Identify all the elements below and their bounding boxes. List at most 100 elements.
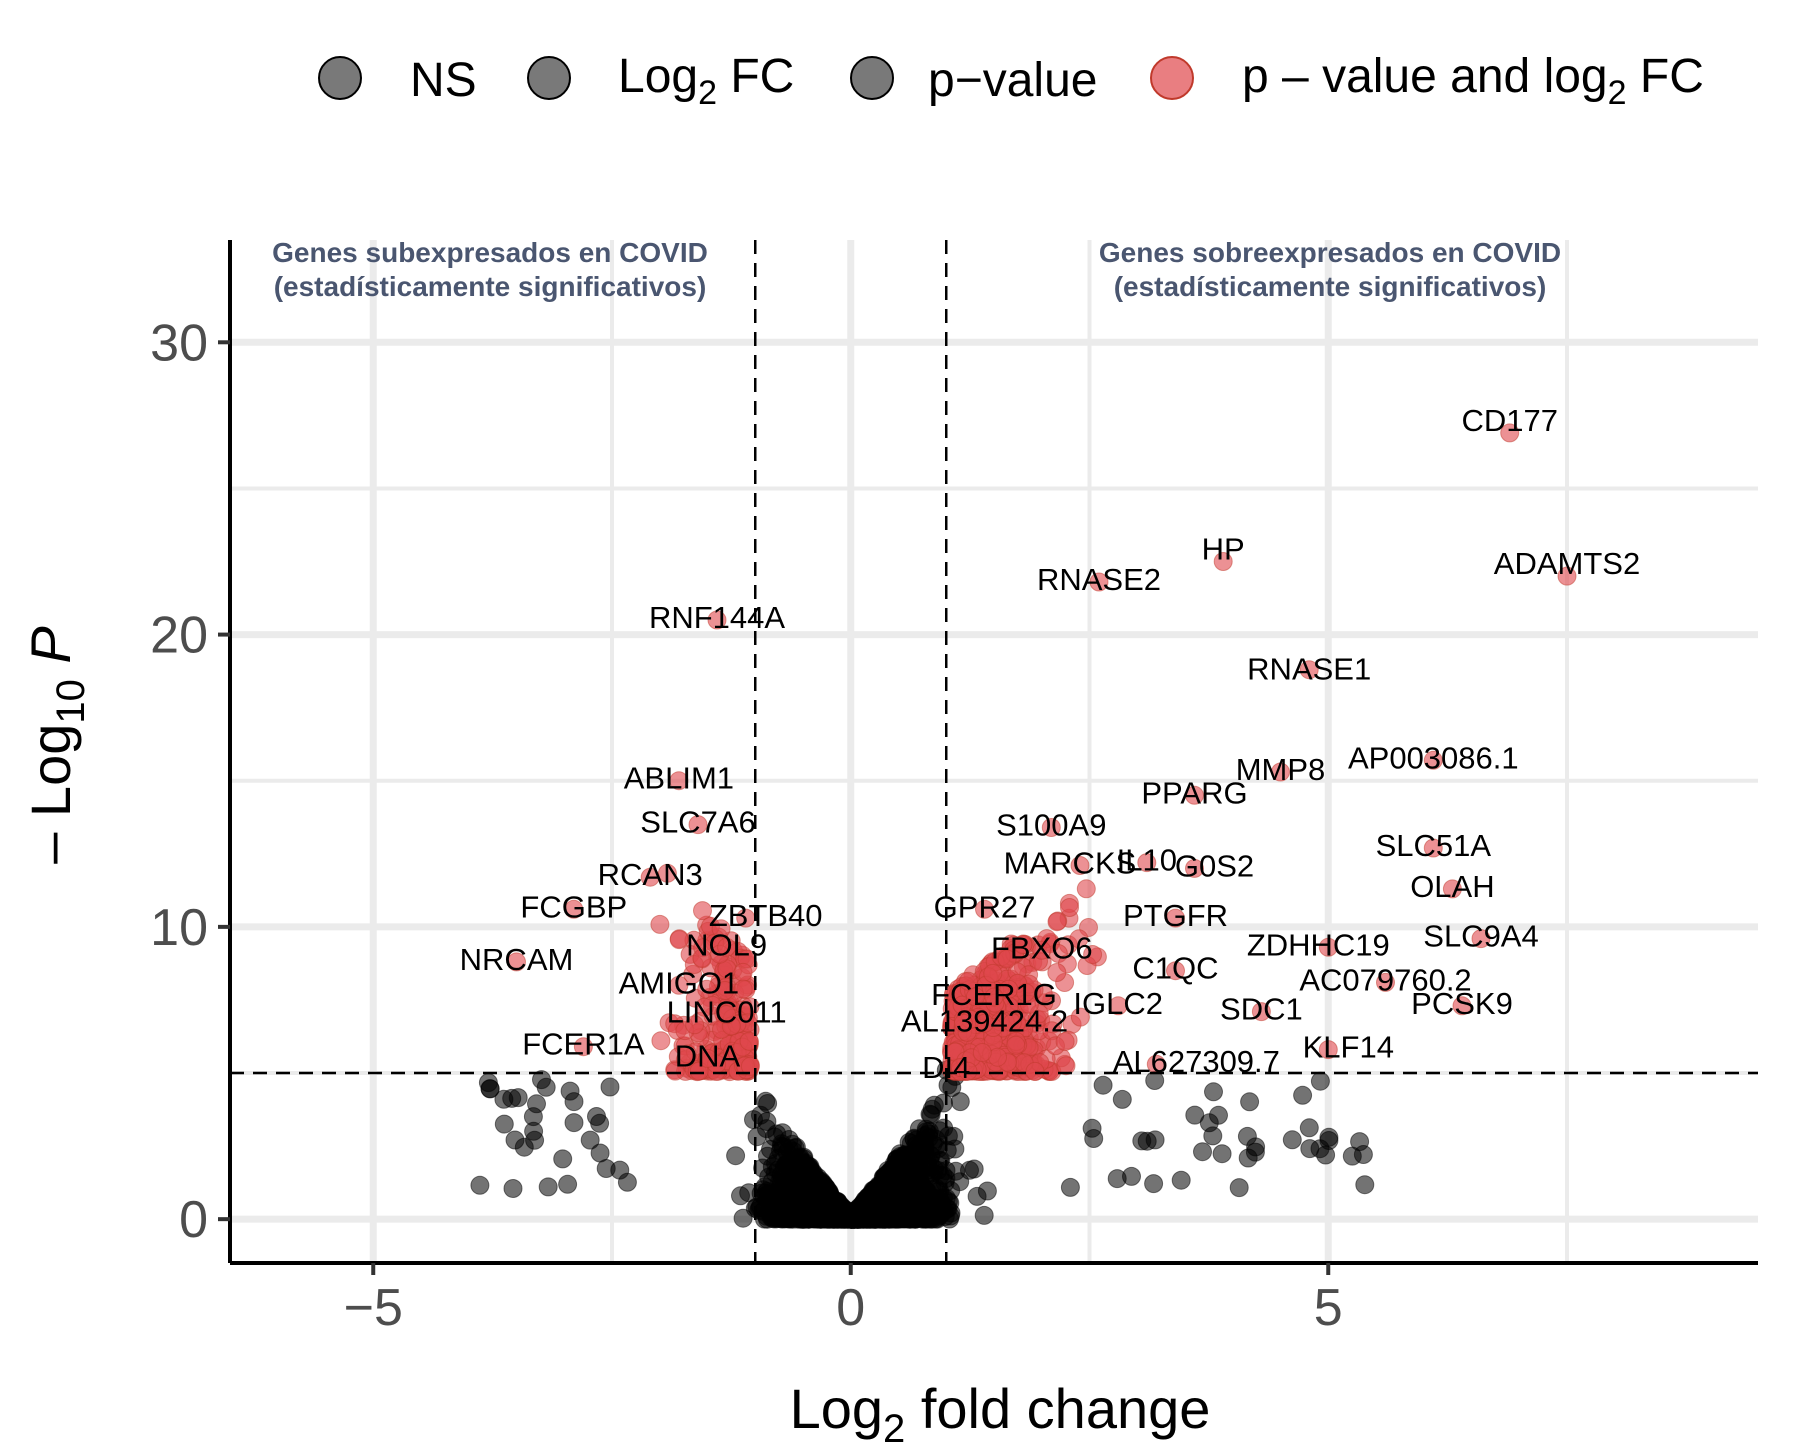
gene-label-klf14: KLF14 [1303, 1030, 1394, 1065]
sig-point-2803 [1025, 1061, 1045, 1081]
ns-point-3087 [600, 1077, 620, 1097]
sig-point-3022 [650, 914, 670, 934]
ns-point-3100 [470, 1175, 490, 1195]
sig-point-2922 [651, 1031, 671, 1051]
sig-point-lab-15 [1166, 908, 1185, 928]
gene-label-zbtb40: ZBTB40 [709, 898, 823, 933]
sig-point-lab-40 [698, 1048, 717, 1068]
gene-label-rnase2: RNASE2 [1037, 562, 1161, 597]
gene-label-dna: DNA [675, 1038, 741, 1073]
ns-point-3059 [1229, 1178, 1249, 1198]
gene-label-nol9: NOL9 [686, 927, 767, 962]
ns-point-3089 [587, 1107, 606, 1126]
gene-label-fbxo6: FBXO6 [991, 930, 1093, 965]
gene-label-g0s2: G0S2 [1175, 848, 1254, 883]
sig-point-2769 [1055, 1032, 1075, 1051]
sig-point-3015 [678, 1044, 697, 1064]
sig-point-2507 [1070, 1007, 1090, 1027]
sig-point-3036 [694, 997, 714, 1017]
ns-point-3097 [560, 1081, 580, 1101]
grid-lines [230, 240, 1758, 1263]
sig-point-2791 [997, 949, 1017, 969]
sig-point-lab-3 [1089, 572, 1109, 592]
sig-point-lab-38 [717, 1005, 737, 1025]
sig-point-lab-17 [1318, 937, 1338, 957]
ns-point-3070 [1203, 1126, 1223, 1146]
sig-point-lab-20 [1376, 972, 1395, 992]
gene-label-olah: OLAH [1410, 869, 1494, 904]
left-annotation-line-2: (estadísticamente significativos) [274, 271, 707, 302]
gene-label-ac079760-2: AC079760.2 [1299, 962, 1471, 997]
x-tick-label-1: 0 [836, 1279, 865, 1337]
gene-label-ptgfr: PTGFR [1123, 898, 1228, 933]
legend-label-pvalue-and-log2fc: p – value and log2 FC [1242, 50, 1704, 112]
ns-point-3094 [1355, 1175, 1375, 1195]
gene-label-s100a9: S100A9 [996, 808, 1106, 843]
ns-point-3067 [503, 1179, 523, 1198]
ns-point-3093 [1245, 1142, 1265, 1162]
sig-point-lab-6 [1271, 762, 1290, 782]
gene-label-fcgbp: FCGBP [520, 889, 627, 924]
sig-point-lab-26 [1318, 1040, 1338, 1060]
ns-point-2262 [766, 1185, 786, 1205]
gene-label-fcer1g: FCER1G [931, 977, 1057, 1012]
significant-points [507, 423, 1577, 1082]
sig-point-lab-16 [1471, 929, 1491, 949]
sig-point-2815 [965, 987, 985, 1007]
ns-point-2237 [899, 1132, 919, 1152]
legend-log2fc-sub: 2 [698, 74, 717, 112]
y-title-part-2: P [19, 626, 82, 679]
gene-label-c1qc: C1QC [1132, 951, 1218, 986]
ns-point-3041 [1171, 1170, 1191, 1190]
sig-point-lab-10 [1070, 856, 1090, 875]
gene-label-il10: IL10 [1117, 843, 1177, 878]
right-annotation-line-2: (estadísticamente significativos) [1114, 271, 1547, 302]
sig-point-2808 [1016, 983, 1036, 1002]
sig-point-2794 [1056, 1056, 1076, 1076]
sig-point-2677 [1083, 945, 1103, 964]
legend-log2fc-part-1: Log [618, 50, 698, 103]
sig-point-lab-29 [707, 610, 727, 630]
sig-point-lab-36 [507, 952, 526, 972]
right-annotation-line-1: Genes sobreexpresados en COVID [1099, 237, 1561, 268]
sig-point-3035 [692, 948, 712, 968]
ns-point-2299 [885, 1169, 905, 1189]
gene-label-iglc2: IGLC2 [1073, 986, 1163, 1021]
sig-point-2784 [1047, 912, 1067, 932]
x-title-sub: 2 [883, 1407, 905, 1451]
ns-point-3107 [505, 1130, 525, 1150]
ns-point-3075 [1237, 1126, 1257, 1146]
gene-label-fcer1a: FCER1A [522, 1027, 645, 1062]
sig-point-lab-30 [669, 771, 689, 791]
ns-point-2281 [799, 1159, 819, 1179]
gene-label-nrcam: NRCAM [460, 942, 574, 977]
y-title-part-1: – Log [19, 724, 82, 864]
sig-point-2816 [972, 1043, 992, 1062]
sig-point-lab-0 [1500, 423, 1520, 443]
gene-label-rnf144a: RNF144A [649, 600, 785, 635]
ns-point-1483 [922, 1099, 942, 1119]
ns-point-2158 [909, 1119, 929, 1139]
gene-label-ablim1: ABLIM1 [624, 761, 734, 796]
gene-label-rnase1: RNASE1 [1247, 652, 1371, 687]
gene-label-sdc1: SDC1 [1220, 992, 1303, 1027]
sig-point-lab-5 [1423, 750, 1443, 770]
ns-point-3108 [617, 1172, 637, 1192]
gene-label-pparg: PPARG [1141, 775, 1247, 810]
x-tick-label-0: −5 [344, 1279, 403, 1337]
sig-point-2991 [685, 1015, 705, 1035]
sig-point-2702 [1047, 963, 1067, 982]
ns-point-2283 [765, 1209, 785, 1229]
sig-point-2516 [1076, 879, 1096, 899]
sig-point-lab-11 [1137, 853, 1157, 873]
sig-point-lab-21 [984, 987, 1004, 1007]
sig-point-3033 [711, 919, 731, 939]
y-tick-label-3: 30 [150, 314, 208, 372]
legend-label-log2fc: Log2 FC [618, 50, 794, 112]
legend-log2fc-part-2: FC [717, 50, 794, 103]
sig-point-lab-31 [688, 815, 708, 835]
axes: −5 0 5 0 10 20 30 [150, 240, 1758, 1337]
gene-label-cd177: CD177 [1461, 403, 1558, 438]
legend-marker-ns [318, 56, 362, 100]
